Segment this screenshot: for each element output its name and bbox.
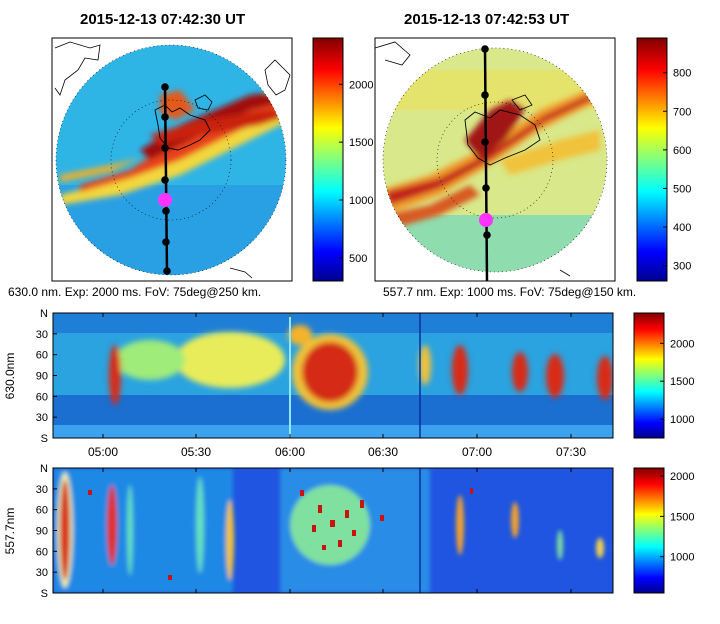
colorbar-tick-label: 1500 xyxy=(670,511,694,523)
colorbar-keo-630: 1000 1500 2000 xyxy=(633,312,694,439)
colorbar-tick-label: 2000 xyxy=(670,471,694,483)
panel-1-caption: 630.0 nm. Exp: 2000 ms. FoV: 75deg@250 k… xyxy=(8,285,262,299)
colorbar-557: 300 400 500 600 700 800 xyxy=(636,37,691,282)
colorbar-tick-label: 500 xyxy=(673,183,691,195)
colorbar-tick-label: 700 xyxy=(673,106,691,118)
zenith-marker xyxy=(158,193,172,207)
allsky-630-image xyxy=(51,37,293,282)
keogram-ytick-label: 30 xyxy=(36,329,48,341)
keogram-ytick-label: S xyxy=(41,433,48,445)
keogram-ytick-label: 90 xyxy=(36,526,48,538)
colorbar-tick-label: 1500 xyxy=(670,376,694,388)
panel-2-caption: 557.7 nm. Exp: 1000 ms. FoV: 75deg@150 k… xyxy=(383,285,637,299)
marker-dot xyxy=(481,91,489,99)
keogram-xtick-label: 05:30 xyxy=(181,445,211,459)
keogram-ytick-label: 60 xyxy=(36,505,48,517)
keogram-ytick-label: 30 xyxy=(36,484,48,496)
colorbar-630: 500 1000 1500 2000 xyxy=(312,37,373,282)
marker-dot xyxy=(161,176,169,184)
colorbar-tick-label: 1000 xyxy=(670,552,694,564)
keogram-ytick-label: 60 xyxy=(36,546,48,558)
colorbar-tick-label: 2000 xyxy=(349,79,373,91)
allsky-557-image xyxy=(374,37,616,282)
keogram-ytick-label: 90 xyxy=(36,371,48,383)
keogram-ytick-label: S xyxy=(41,588,48,600)
marker-dot xyxy=(161,83,169,91)
keogram-xtick-label: 07:30 xyxy=(556,445,586,459)
marker-dot xyxy=(161,113,169,121)
keogram-ytick-label: N xyxy=(40,308,48,320)
marker-dot xyxy=(481,138,489,146)
keogram-630: N 30 60 90 60 30 S 05:00 05:30 06:00 06:30 07:00 07:… xyxy=(36,308,614,459)
colorbar-tick-label: 800 xyxy=(673,68,691,80)
colorbar-tick-label: 600 xyxy=(673,145,691,157)
colorbar-tick-label: 1000 xyxy=(670,414,694,426)
keogram-557: N 30 60 90 60 30 S xyxy=(36,463,614,600)
panel-2-title: 2015-12-13 07:42:53 UT xyxy=(404,11,570,28)
marker-dot xyxy=(163,267,171,275)
keogram-xtick-label: 06:00 xyxy=(275,445,305,459)
keogram-ytick-label: 30 xyxy=(36,567,48,579)
keogram-xtick-label: 07:00 xyxy=(462,445,492,459)
colorbar-tick-label: 300 xyxy=(673,261,691,273)
keogram-557-ylabel: 557.7nm xyxy=(3,508,17,555)
colorbar-tick-label: 1500 xyxy=(349,137,373,149)
keogram-630-ylabel: 630.0nm xyxy=(3,353,17,400)
colorbar-tick-label: 400 xyxy=(673,222,691,234)
marker-dot xyxy=(483,231,491,239)
marker-dot xyxy=(162,238,170,246)
marker-dot xyxy=(482,184,490,192)
colorbar-tick-label: 2000 xyxy=(670,338,694,350)
keogram-ytick-label: 60 xyxy=(36,391,48,403)
zenith-marker xyxy=(479,213,493,227)
keogram-ytick-label: N xyxy=(40,463,48,475)
marker-dot xyxy=(161,144,169,152)
marker-dot xyxy=(481,45,489,53)
keogram-xtick-label: 06:30 xyxy=(368,445,398,459)
colorbar-tick-label: 500 xyxy=(349,253,367,265)
keogram-ytick-label: 60 xyxy=(36,350,48,362)
marker-dot xyxy=(162,207,170,215)
colorbar-keo-557: 1000 1500 2000 xyxy=(633,467,694,594)
keogram-ytick-label: 30 xyxy=(36,412,48,424)
panel-1-title: 2015-12-13 07:42:30 UT xyxy=(80,11,246,28)
keogram-xtick-label: 05:00 xyxy=(88,445,118,459)
colorbar-tick-label: 1000 xyxy=(349,195,373,207)
